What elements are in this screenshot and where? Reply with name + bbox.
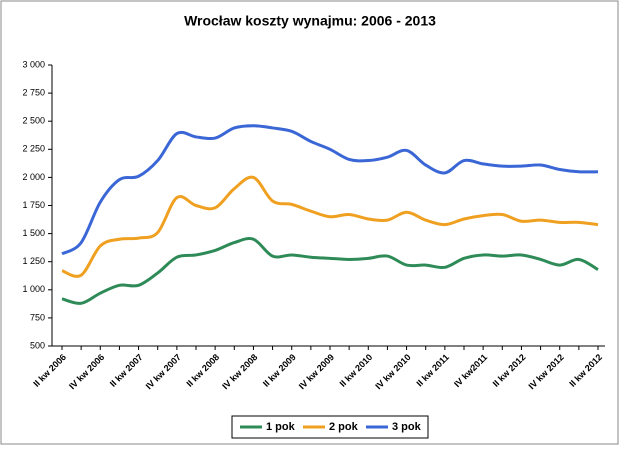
y-tick-label: 2 000	[22, 172, 45, 182]
legend-label: 3 pok	[392, 421, 422, 433]
y-tick-label: 2 250	[22, 144, 45, 154]
y-tick-label: 1 000	[22, 284, 45, 294]
legend-label: 1 pok	[266, 421, 296, 433]
y-tick-label: 1 750	[22, 200, 45, 210]
y-tick-label: 750	[30, 312, 45, 322]
y-tick-label: 2 500	[22, 116, 45, 126]
y-tick-label: 2 750	[22, 87, 45, 97]
y-tick-label: 1 250	[22, 256, 45, 266]
line-series	[61, 237, 599, 305]
chart-title: Wrocław koszty wynajmu: 2006 - 2013	[184, 13, 436, 29]
y-tick-label: 1 500	[22, 228, 45, 238]
legend-label: 2 pok	[329, 421, 359, 433]
line-series	[61, 175, 599, 278]
y-tick-label: 3 000	[22, 59, 45, 69]
y-tick-label: 500	[30, 340, 45, 350]
legend-box	[231, 415, 429, 439]
line-series	[61, 124, 599, 256]
